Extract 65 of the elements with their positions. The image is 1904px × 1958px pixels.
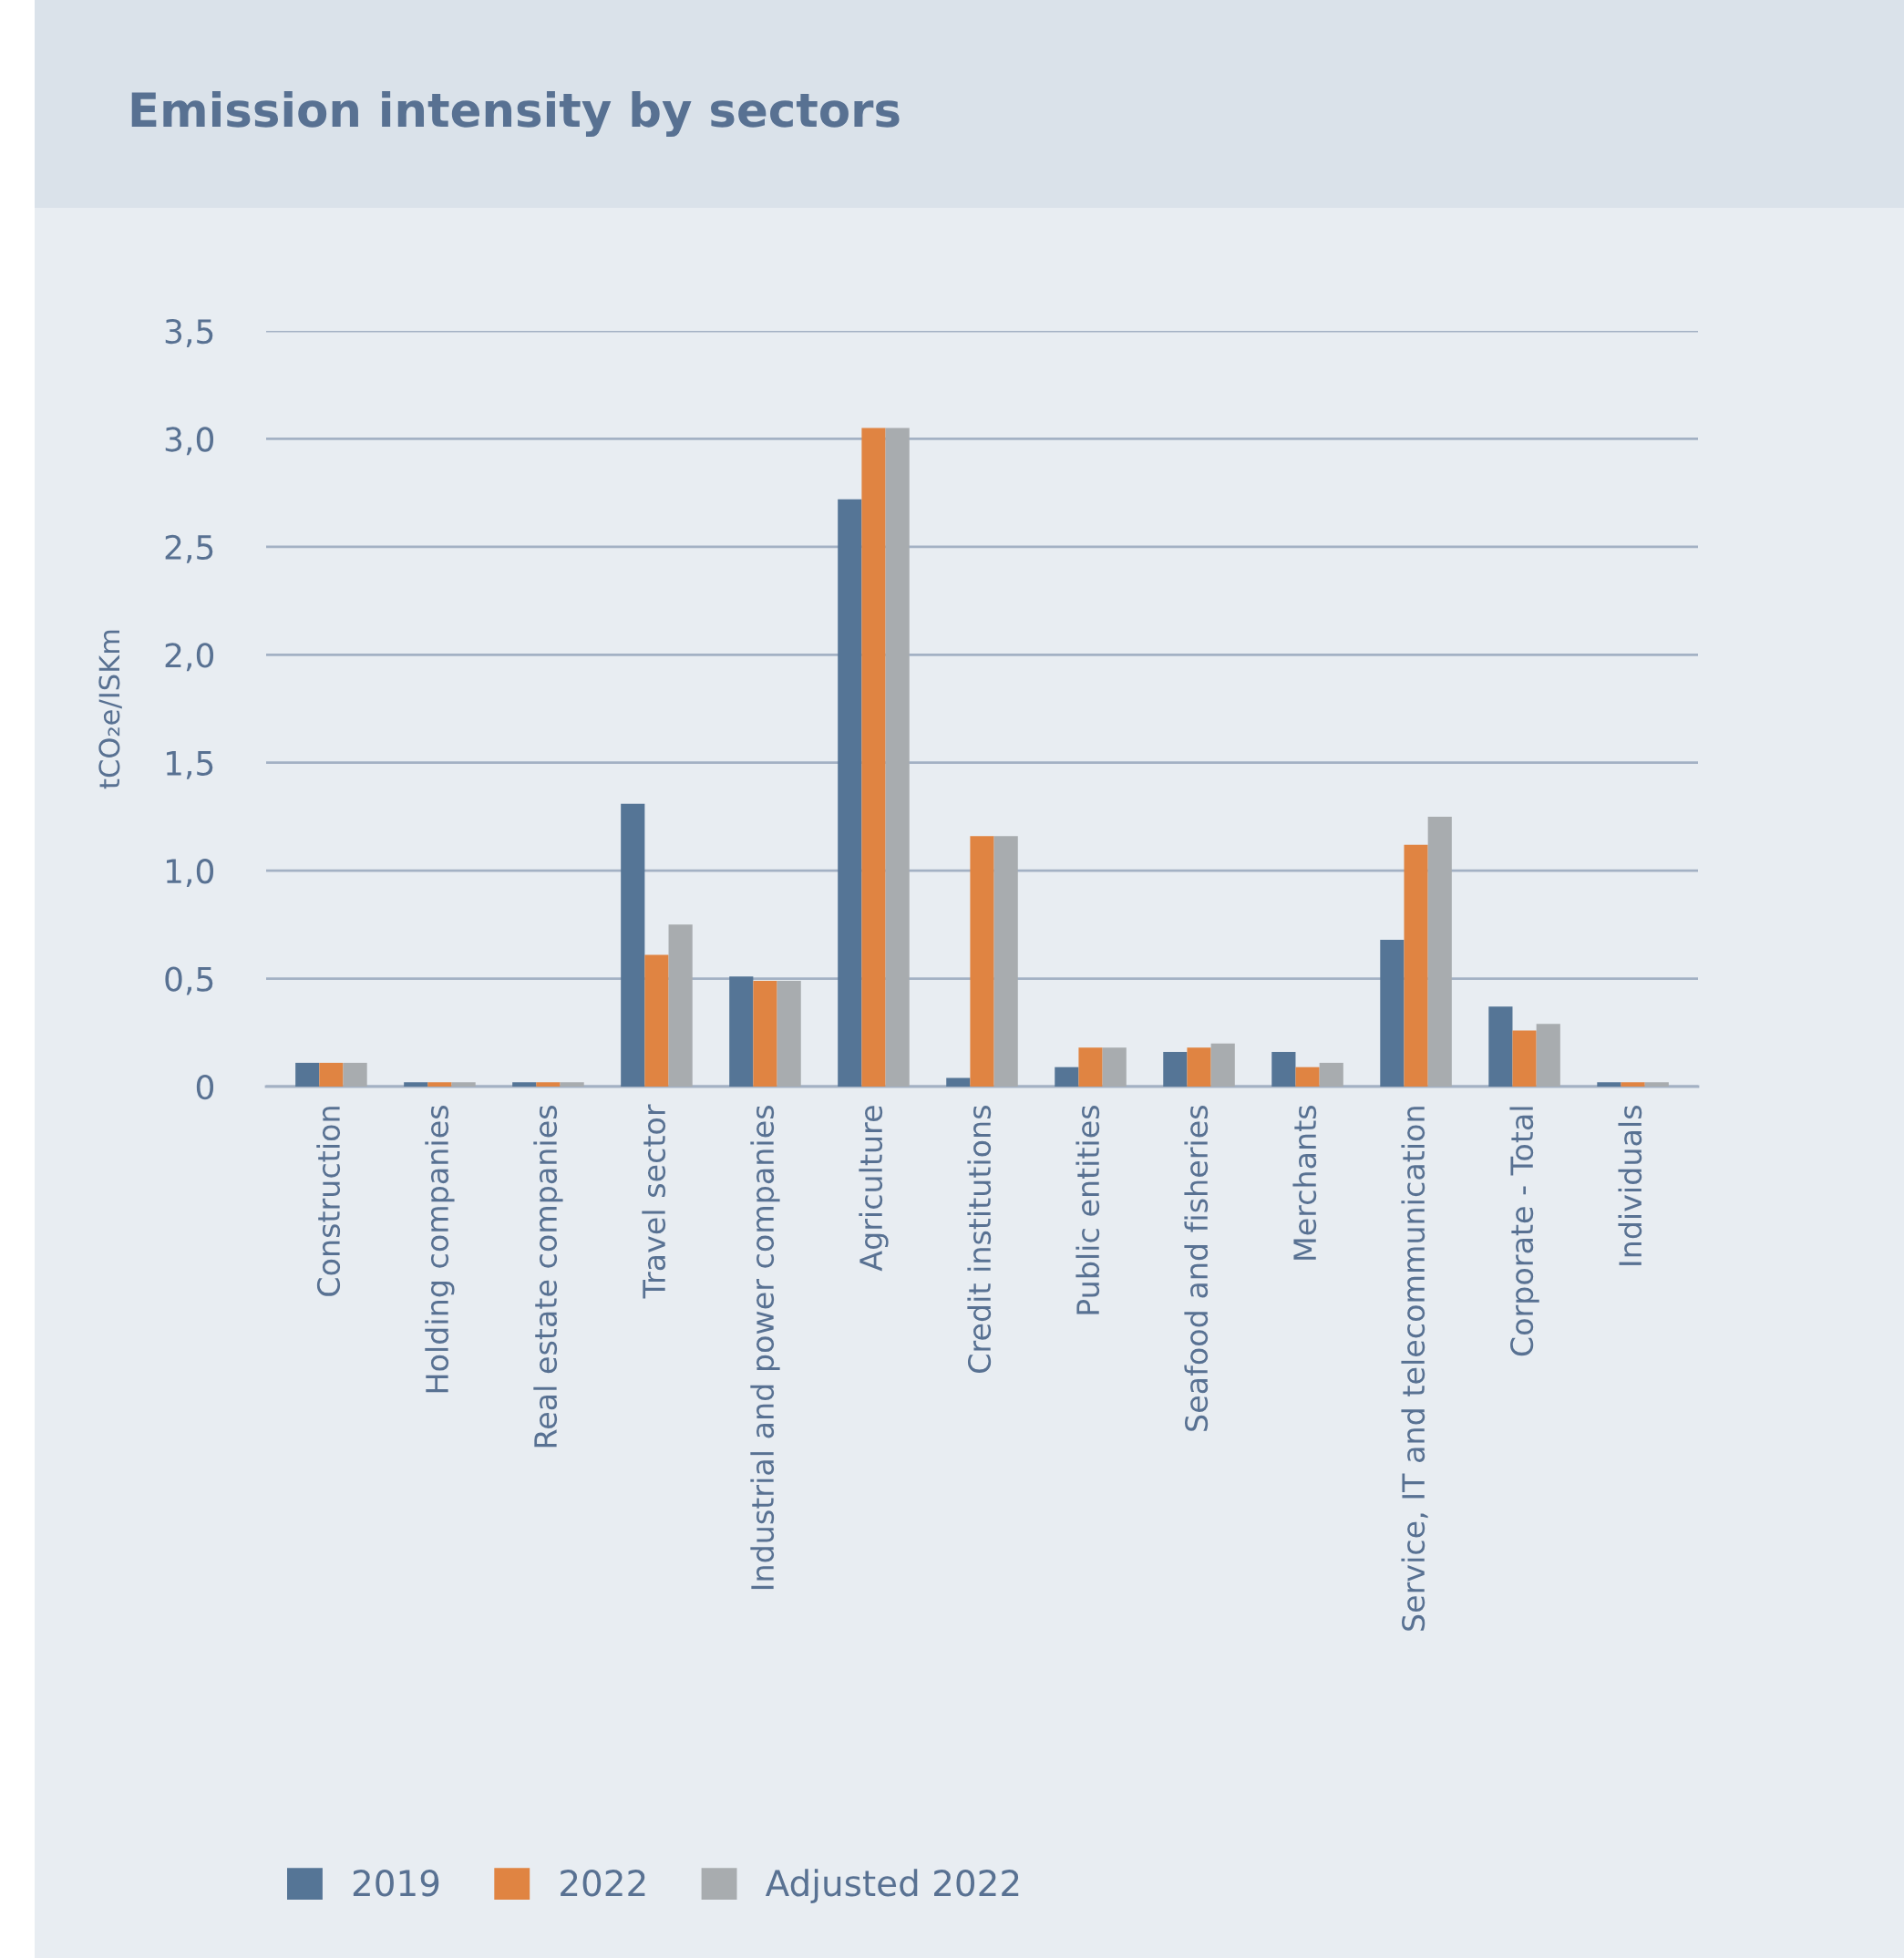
bar — [427, 1082, 452, 1087]
bar — [946, 1077, 971, 1087]
bar — [1644, 1082, 1669, 1087]
y-tick-label: 0 — [196, 1074, 214, 1100]
bar — [668, 924, 693, 1087]
bar — [536, 1082, 561, 1087]
y-tick-label: 1,5 — [166, 751, 213, 779]
bar — [885, 428, 910, 1087]
bar — [1295, 1067, 1320, 1087]
bar — [838, 499, 862, 1087]
bar — [1380, 939, 1405, 1087]
x-tick-label: Corporate - Total — [1509, 1107, 1539, 1356]
bar — [1319, 1062, 1343, 1087]
y-axis-title: tCO₂e/ISKm — [98, 630, 122, 789]
x-tick-label: Individuals — [1618, 1106, 1642, 1265]
bar — [451, 1082, 476, 1087]
bar — [1271, 1052, 1296, 1087]
x-tick-label: Industrial and power companies — [750, 1106, 780, 1590]
x-tick-label: Service, IT and telecommunication — [1401, 1107, 1428, 1631]
bar — [993, 836, 1018, 1087]
bar — [753, 980, 777, 1087]
bar — [1536, 1024, 1560, 1087]
y-tick-label: 2,0 — [165, 643, 214, 672]
bar — [512, 1082, 537, 1087]
x-tick-label: Public entities — [1076, 1106, 1100, 1314]
bar — [1187, 1047, 1211, 1087]
bar — [1488, 1006, 1513, 1087]
x-tick-label: Travel sector — [642, 1104, 666, 1299]
legend-label: 2022 — [561, 1870, 645, 1897]
bar — [319, 1062, 344, 1087]
bar — [644, 954, 669, 1087]
bar — [404, 1082, 428, 1087]
x-tick-label: Merchants — [1292, 1106, 1317, 1260]
x-tick-label: Holding companies — [425, 1106, 455, 1393]
x-tick-label: Seafood and fisheries — [1184, 1106, 1209, 1431]
bar — [1512, 1030, 1537, 1087]
y-tick-label: 2,5 — [165, 534, 213, 563]
bar — [777, 980, 801, 1087]
bar — [1055, 1067, 1079, 1087]
legend-label: 2019 — [353, 1870, 439, 1897]
bar — [1163, 1052, 1188, 1087]
x-tick-label: Construction — [316, 1107, 341, 1296]
bar — [1597, 1082, 1621, 1087]
x-tick-label: Credit institutions — [967, 1106, 992, 1373]
x-tick-label: Agriculture — [859, 1106, 889, 1272]
chart-title: Emission intensity by sectors — [131, 90, 900, 138]
y-tick-label: 3,0 — [165, 427, 214, 456]
y-tick-label: 1,0 — [166, 859, 214, 888]
bar — [970, 836, 994, 1087]
bar — [1078, 1047, 1103, 1087]
y-tick-label: 0,5 — [165, 966, 213, 995]
y-tick-label: 3,5 — [165, 318, 213, 347]
x-tick-label: Real estate companies — [533, 1106, 563, 1448]
bar — [1427, 816, 1452, 1087]
bar — [1404, 844, 1428, 1087]
bar — [343, 1062, 367, 1087]
bar — [861, 428, 886, 1087]
bar — [560, 1082, 584, 1087]
bar — [295, 1062, 320, 1087]
legend-label: Adjusted 2022 — [765, 1869, 1019, 1903]
bar — [1621, 1082, 1645, 1087]
bar — [1102, 1047, 1127, 1087]
bar — [729, 976, 754, 1087]
bar — [621, 803, 645, 1087]
bar — [1210, 1043, 1235, 1087]
